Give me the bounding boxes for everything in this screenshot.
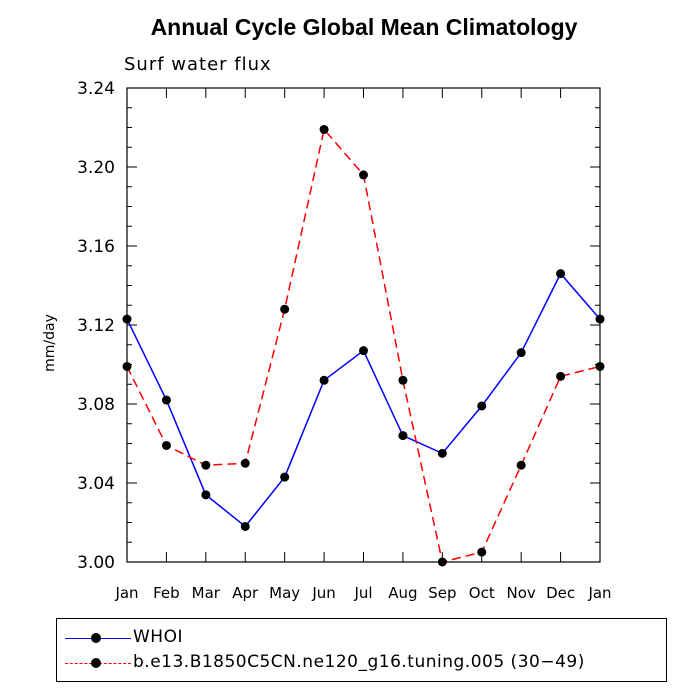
legend-marker-model — [91, 658, 101, 668]
data-point-whoi — [477, 401, 487, 411]
chart-subtitle: Surf water flux — [124, 54, 272, 75]
y-tick-label: 3.04 — [77, 474, 115, 494]
data-point-model — [240, 458, 250, 468]
data-point-whoi — [595, 314, 605, 324]
x-tick-label: Nov — [507, 584, 536, 602]
data-point-whoi — [201, 490, 211, 500]
x-tick-label: Oct — [469, 584, 495, 602]
legend: WHOI b.e13.B1850C5CN.ne120_g16.tuning.00… — [56, 618, 667, 682]
series-line-model — [126, 127, 601, 563]
y-tick-label: 3.08 — [77, 395, 115, 415]
x-tick-label: Mar — [192, 584, 221, 602]
legend-marker-whoi — [91, 633, 101, 643]
series-line-whoi — [126, 272, 601, 528]
data-point-model — [359, 170, 368, 180]
y-tick-label: 3.16 — [77, 237, 115, 257]
x-tick-label: May — [269, 584, 300, 602]
x-tick-label: Apr — [232, 584, 259, 602]
y-tick-label: 3.00 — [77, 553, 115, 573]
data-point-whoi — [556, 269, 566, 279]
data-point-model — [122, 361, 132, 371]
data-point-whoi — [319, 375, 329, 385]
line-chart: 3.00 3.04 3.08 3.12 3.16 3.20 3.24 Jan Feb Mar Apr… — [77, 79, 611, 602]
data-point-model — [201, 460, 211, 470]
data-point-model — [595, 361, 605, 371]
x-tick-label: Jun — [311, 584, 335, 602]
legend-item-model: b.e13.B1850C5CN.ne120_g16.tuning.005 (30… — [57, 652, 666, 676]
data-point-model — [319, 124, 329, 134]
data-point-whoi — [516, 348, 526, 358]
x-tick-label: Jul — [353, 584, 372, 602]
legend-label-whoi: WHOI — [133, 627, 183, 647]
data-point-model — [437, 557, 447, 567]
data-point-model — [516, 460, 526, 470]
data-point-model — [398, 375, 408, 385]
x-tick-label: Dec — [546, 584, 575, 602]
data-point-whoi — [280, 472, 290, 482]
data-point-whoi — [122, 314, 132, 324]
data-point-model — [280, 304, 290, 314]
plot-frame — [126, 87, 601, 563]
x-tick-label: Jan — [114, 584, 138, 602]
data-point-whoi — [240, 521, 250, 531]
legend-item-whoi: WHOI — [57, 627, 666, 651]
data-point-model — [556, 371, 566, 381]
data-point-whoi — [359, 346, 368, 356]
x-tick-label: Feb — [153, 584, 180, 602]
chart-title: Annual Cycle Global Mean Climatology — [150, 14, 578, 40]
data-point-whoi — [161, 395, 171, 405]
y-tick-label: 3.24 — [77, 79, 115, 99]
legend-label-model: b.e13.B1850C5CN.ne120_g16.tuning.005 (30… — [133, 652, 585, 672]
x-tick-label: Jan — [587, 584, 611, 602]
y-tick-label: 3.20 — [77, 158, 115, 178]
data-point-whoi — [398, 431, 408, 441]
data-point-model — [477, 547, 487, 557]
y-tick-label: 3.12 — [77, 316, 115, 336]
x-tick-label: Sep — [428, 584, 456, 602]
data-point-model — [161, 440, 171, 450]
data-point-whoi — [437, 448, 447, 458]
x-tick-label: Aug — [388, 584, 417, 602]
